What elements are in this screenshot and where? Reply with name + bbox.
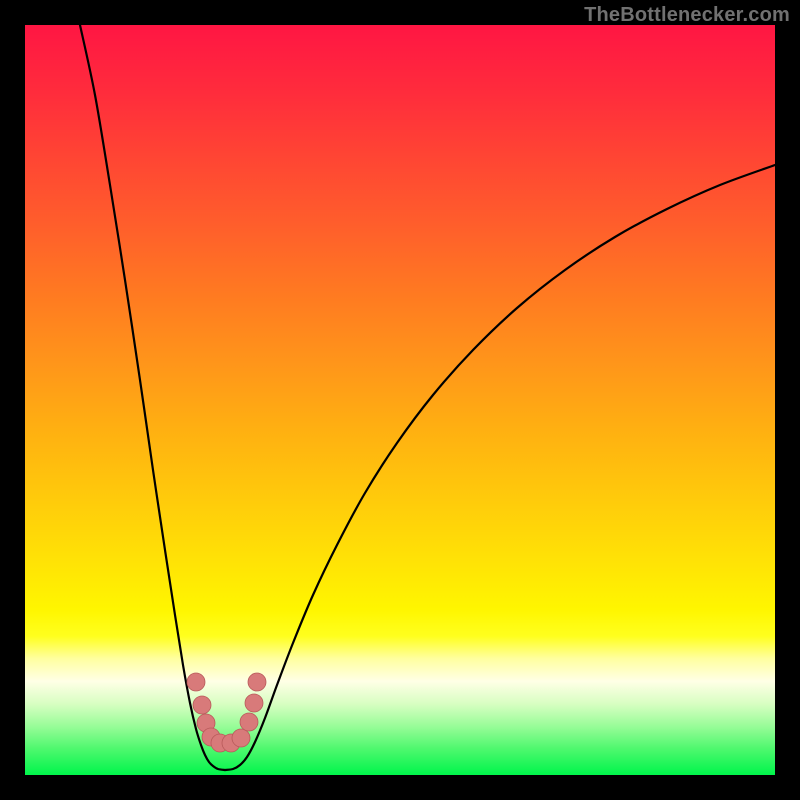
gradient-background <box>25 25 775 775</box>
marker-dot <box>187 673 205 691</box>
marker-dot <box>248 673 266 691</box>
marker-dot <box>193 696 211 714</box>
marker-dot <box>245 694 263 712</box>
marker-dot <box>232 729 250 747</box>
watermark-text: TheBottlenecker.com <box>584 4 790 27</box>
marker-dot <box>240 713 258 731</box>
bottleneck-chart <box>25 25 775 775</box>
chart-frame: TheBottlenecker.com <box>0 0 800 800</box>
plot-area <box>25 25 775 775</box>
